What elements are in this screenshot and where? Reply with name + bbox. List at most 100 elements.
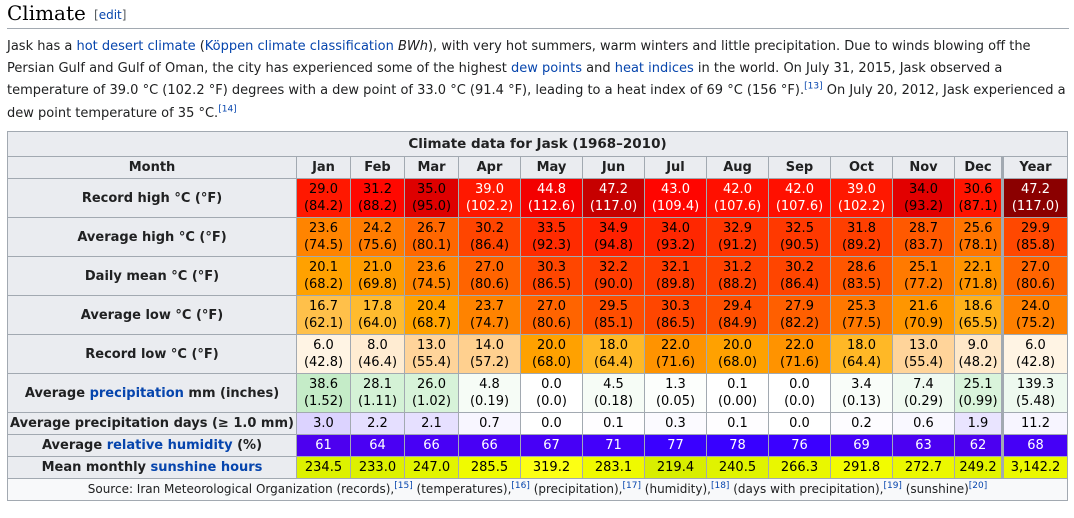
source-text: (humidity),: [640, 482, 711, 496]
table-cell: 25.1 (77.2): [892, 256, 955, 296]
table-cell: 26.7 (80.1): [404, 217, 459, 257]
intro-text: On July 20, 2012, Jask experienced a dew…: [7, 83, 1066, 121]
source-text: (days with precipitation),: [729, 482, 884, 496]
table-cell: 44.8 (112.6): [520, 178, 583, 218]
ref-20[interactable]: [20]: [968, 481, 988, 491]
month-oct: Oct: [830, 156, 893, 179]
cell-value-f: (85.1): [593, 316, 634, 331]
cell-value-f: (55.4): [903, 355, 944, 370]
month-may: May: [520, 156, 583, 179]
cell-value-f: (0.0): [536, 394, 567, 409]
cell-value-f: (80.6): [1015, 277, 1056, 292]
cell-value-f: (0.99): [958, 394, 998, 409]
link-dew-points[interactable]: dew points: [511, 61, 582, 77]
ref-19[interactable]: [19]: [883, 481, 902, 491]
cell-value-f: (68.2): [303, 277, 344, 292]
month-aug: Aug: [706, 156, 769, 179]
link-relative-humidity[interactable]: relative humidity: [106, 438, 233, 453]
cell-value-f: (93.2): [655, 238, 696, 253]
table-cell: 27.0 (80.6): [520, 295, 583, 335]
cell-value-c: 24.2: [363, 221, 392, 236]
cell-value-c: 14.0: [475, 338, 504, 353]
table-cell: 30.3 (86.5): [520, 256, 583, 296]
table-cell: 22.1 (71.8): [954, 256, 1003, 296]
cell-value-f: (0.29): [903, 394, 944, 409]
cell-value-f: (46.4): [357, 355, 398, 370]
cell-value-c: 29.9: [1021, 221, 1050, 236]
cell-value-c: 20.4: [417, 299, 446, 314]
table-cell: 9.0 (48.2): [954, 334, 1003, 374]
cell-value-f: (64.4): [841, 355, 882, 370]
table-cell: 240.5: [706, 456, 769, 479]
table-caption: Climate data for Jask (1968–2010): [7, 131, 1068, 157]
ref-15[interactable]: [15]: [394, 481, 413, 491]
ref-17[interactable]: [17]: [622, 481, 641, 491]
table-cell: 3.4 (0.13): [830, 373, 893, 413]
table-cell: 17.8 (64.0): [350, 295, 405, 335]
cell-value-f: (0.18): [593, 394, 634, 409]
cell-value-f: (0.0): [784, 394, 815, 409]
cell-value-c: 18.0: [599, 338, 628, 353]
cell-value-c: 20.0: [723, 338, 752, 353]
table-row: Record high °C (°F) 29.0 (84.2) 31.2 (88.2) 3…: [7, 178, 1068, 218]
intro-text: and: [581, 61, 615, 77]
cell-value-c: 13.0: [909, 338, 938, 353]
table-cell: 33.5 (92.3): [520, 217, 583, 257]
cell-value-c: 31.8: [847, 221, 876, 236]
table-cell: 0.0: [520, 412, 583, 435]
cell-value-c: 18.0: [847, 338, 876, 353]
cell-value-f: (86.4): [469, 238, 510, 253]
ref-18[interactable]: [18]: [710, 481, 730, 491]
ref-16[interactable]: [16]: [511, 481, 530, 491]
table-cell: 30.2 (86.4): [768, 256, 831, 296]
cell-value-f: (57.2): [469, 355, 510, 370]
cell-value-c: 25.1: [963, 377, 993, 392]
table-cell: 1.3 (0.05): [644, 373, 707, 413]
link-koppen[interactable]: Köppen climate classification: [204, 39, 394, 54]
cell-value-c: 30.2: [475, 221, 504, 236]
link-hot-desert-climate[interactable]: hot desert climate: [76, 39, 196, 54]
cell-value-f: (82.2): [779, 316, 820, 331]
link-precipitation[interactable]: precipitation: [89, 385, 184, 401]
edit-link[interactable]: edit: [98, 8, 122, 22]
table-cell: 29.4 (84.9): [706, 295, 769, 335]
cell-value-c: 25.1: [909, 260, 938, 275]
ref-13[interactable]: [13]: [804, 82, 823, 93]
table-cell: 0.1 (0.00): [706, 373, 769, 413]
table-cell: 7.4 (0.29): [892, 373, 955, 413]
cell-value-f: (86.5): [655, 316, 696, 331]
link-heat-indices[interactable]: heat indices: [614, 61, 694, 77]
table-cell: 28.6 (83.5): [830, 256, 893, 296]
table-cell: 13.0 (55.4): [892, 334, 955, 374]
caption-row: Climate data for Jask (1968–2010): [7, 131, 1068, 157]
cell-value-f: (90.5): [779, 238, 820, 253]
table-cell: 30.2 (86.4): [458, 217, 521, 257]
ref-14[interactable]: [14]: [218, 104, 237, 115]
intro-text: Jask has a: [7, 39, 77, 54]
cell-value-c: 23.6: [417, 260, 446, 275]
month-sep: Sep: [768, 156, 831, 179]
cell-value-f: (83.7): [903, 238, 944, 253]
cell-value-f: (107.6): [775, 199, 824, 214]
table-cell: 30.6 (87.1): [954, 178, 1003, 218]
table-cell: 21.6 (70.9): [892, 295, 955, 335]
cell-value-f: (89.8): [655, 277, 696, 292]
cell-value-c: 34.0: [661, 221, 690, 236]
cell-value-f: (68.7): [411, 316, 452, 331]
table-cell: 0.7: [458, 412, 521, 435]
cell-value-c: 21.0: [363, 260, 392, 275]
table-row: Daily mean °C (°F) 20.1 (68.2) 21.0 (69.8) 23…: [7, 256, 1068, 296]
link-sunshine-hours[interactable]: sunshine hours: [150, 460, 263, 475]
cell-value-c: 7.4: [913, 377, 934, 392]
table-cell: 4.8 (0.19): [458, 373, 521, 413]
year-cell: 6.0 (42.8): [1001, 334, 1068, 374]
table-row: Average precipitation days (≥ 1.0 mm) 3.0…: [7, 412, 1068, 435]
intro-text: in the world. On July 31, 2015, Jask obs…: [7, 61, 1003, 99]
cell-value-f: (42.8): [303, 355, 344, 370]
cell-value-c: 42.0: [723, 182, 752, 197]
cell-value-f: (71.8): [958, 277, 998, 292]
month-apr: Apr: [458, 156, 521, 179]
cell-value-f: (92.3): [531, 238, 572, 253]
cell-value-c: 20.0: [537, 338, 566, 353]
section-heading: Climate [edit]: [7, 0, 1069, 29]
